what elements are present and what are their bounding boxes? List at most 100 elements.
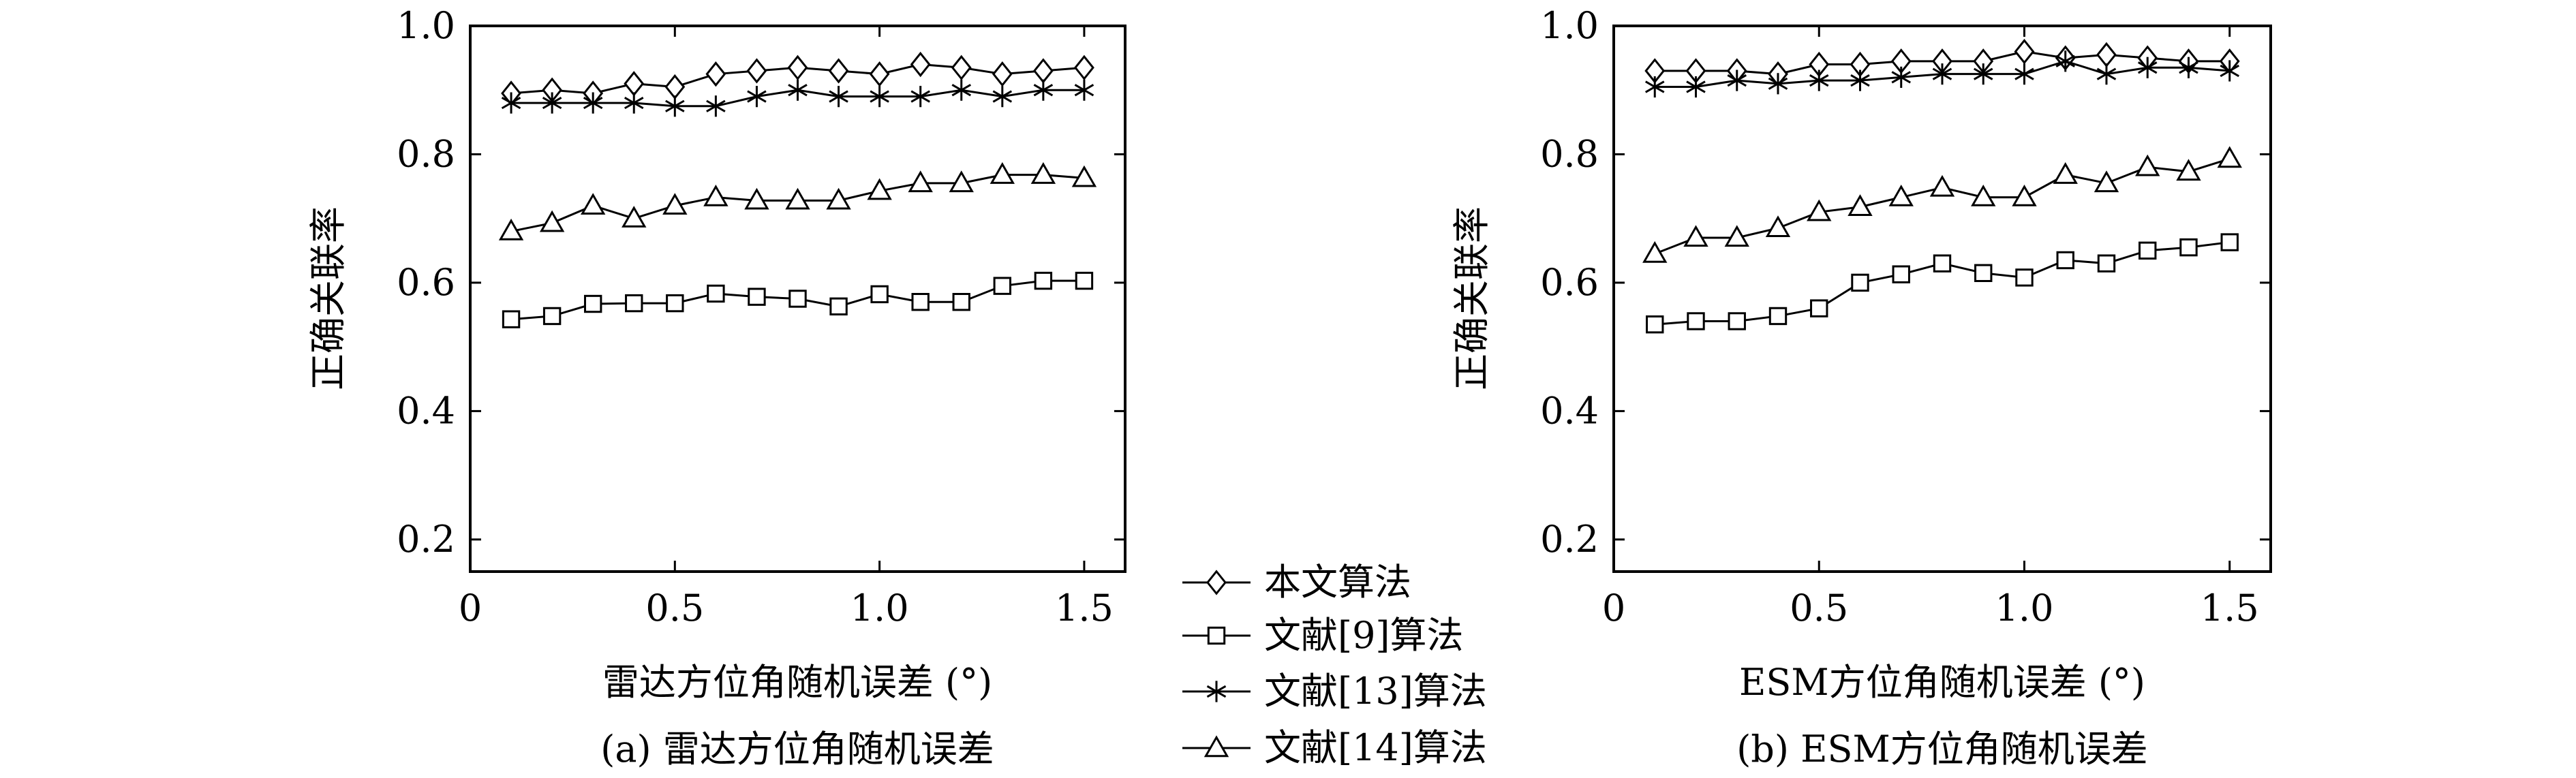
x-tick-label: 0.5: [1790, 587, 1848, 629]
data-point: [993, 277, 1012, 295]
data-point: [2137, 57, 2158, 78]
data-point: [911, 293, 930, 311]
legend-marker-diamond: [1206, 570, 1227, 595]
data-point: [2138, 241, 2157, 260]
data-point: [1809, 69, 1829, 91]
data-point: [1847, 194, 1873, 216]
y-tick-label: 0.2: [397, 518, 455, 561]
data-point: [867, 178, 892, 200]
data-point: [2053, 162, 2078, 184]
data-point: [746, 58, 767, 84]
data-point: [1033, 79, 1054, 101]
x-tick-label: 0: [459, 587, 482, 629]
data-point: [498, 218, 524, 240]
data-point: [2179, 238, 2198, 257]
data-point: [2094, 170, 2119, 193]
data-point: [2056, 251, 2074, 270]
data-point: [1030, 162, 1056, 184]
data-point: [1728, 312, 1746, 330]
data-point: [542, 92, 562, 114]
panel-caption: (a) 雷达方位角随机误差: [600, 728, 994, 771]
legend-label: 文献[14]算法: [1264, 726, 1487, 769]
data-point: [992, 61, 1013, 87]
legend-marker-shape: [1207, 626, 1226, 645]
series-diamond: [1644, 39, 2240, 87]
data-point: [624, 92, 644, 114]
data-point: [1807, 199, 1832, 221]
data-point: [583, 294, 602, 313]
data-point: [1727, 69, 1747, 91]
data-point: [1644, 76, 1665, 98]
data-point: [787, 55, 808, 80]
data-point: [1891, 66, 1912, 88]
data-point: [1768, 307, 1788, 326]
data-point: [707, 284, 725, 303]
y-tick-label: 1.0: [397, 4, 455, 47]
chart-panel-a: 0 0.5 1.0 1.5 0.2 0.4 0.6 0.8 1.0 正确关联率 雷达方位角随机误…: [307, 4, 1126, 771]
chart-panel-b: 0 0.5 1.0 1.5 0.2 0.4 0.6 0.8 1.0 正确关联率 ESM方位角随机…: [1450, 4, 2272, 771]
data-point: [1810, 299, 1828, 317]
axis-ticks: 0 0.5 1.0 1.5 0.2 0.4 0.6 0.8 1.0: [397, 4, 1125, 629]
data-point: [2015, 268, 2034, 287]
data-point: [703, 184, 729, 206]
x-tick-label: 1.5: [2201, 587, 2259, 629]
x-tick-label: 0: [1602, 587, 1625, 629]
data-point: [1642, 240, 1668, 263]
data-point: [870, 285, 889, 304]
series-layer: [1642, 39, 2242, 334]
legend-marker-shape: [1203, 735, 1229, 758]
series-triangle: [498, 162, 1097, 240]
data-point: [2012, 184, 2037, 206]
x-tick-label: 0.5: [645, 587, 704, 629]
legend-marker-star: [1206, 681, 1227, 702]
data-point: [2055, 50, 2076, 72]
data-point: [1974, 264, 1993, 283]
legend-marker-triangle: [1203, 735, 1229, 758]
data-point: [744, 187, 769, 210]
legend-marker-shape: [1206, 681, 1227, 702]
data-point: [788, 79, 808, 101]
data-point: [1933, 254, 1952, 273]
data-point: [1687, 312, 1705, 330]
data-point: [1888, 184, 1914, 206]
data-point: [2014, 39, 2035, 65]
data-point: [665, 95, 685, 117]
legend-label: 文献[13]算法: [1264, 670, 1487, 713]
data-point: [666, 294, 684, 313]
data-point: [1768, 73, 1788, 95]
series-star: [501, 79, 1094, 117]
plot-frame: [469, 25, 1126, 573]
series-square: [1646, 233, 2239, 334]
data-point: [990, 162, 1015, 184]
data-point: [1971, 184, 1996, 206]
data-point: [829, 86, 848, 108]
data-point: [664, 74, 686, 100]
panel-caption: (b) ESM方位角随机误差: [1736, 728, 2148, 771]
data-point: [908, 170, 933, 193]
x-tick-label: 1.0: [1995, 587, 2054, 629]
data-point: [2220, 60, 2240, 82]
data-point: [583, 92, 603, 114]
data-point: [910, 51, 931, 78]
y-tick-label: 0.6: [397, 261, 455, 304]
data-point: [542, 307, 562, 326]
data-point: [622, 206, 647, 228]
legend-label: 文献[9]算法: [1264, 614, 1464, 657]
data-point: [705, 61, 726, 87]
data-point: [869, 61, 890, 87]
y-tick-label: 0.4: [397, 389, 455, 432]
data-point: [951, 79, 972, 101]
data-point: [624, 71, 645, 97]
axis-ticks: 0 0.5 1.0 1.5 0.2 0.4 0.6 0.8 1.0: [1540, 4, 2271, 629]
data-point: [2097, 254, 2116, 273]
data-point: [870, 86, 889, 108]
x-tick-label: 1.5: [1055, 587, 1114, 629]
data-point: [2217, 146, 2242, 168]
legend-item-1: 文献[9]算法: [1182, 614, 1464, 657]
data-point: [2135, 154, 2160, 176]
y-tick-label: 0.8: [1540, 132, 1599, 175]
data-point: [2096, 42, 2117, 68]
series-star: [1644, 50, 2240, 98]
x-axis-label: ESM方位角随机误差 (°): [1739, 661, 2145, 704]
